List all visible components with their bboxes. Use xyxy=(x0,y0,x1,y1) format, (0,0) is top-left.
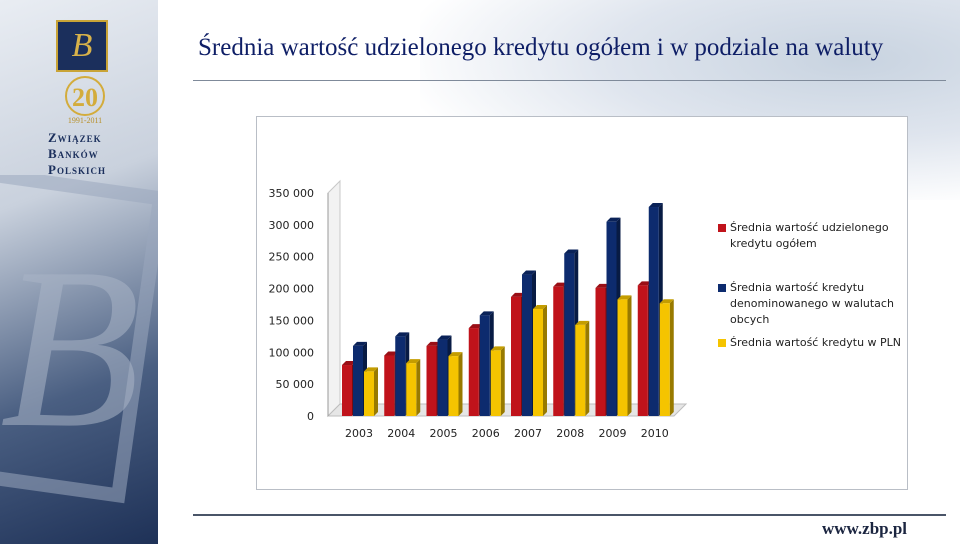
bar-1 xyxy=(595,287,606,416)
bar-side xyxy=(585,320,590,416)
y-tick-label: 100 000 xyxy=(269,346,315,359)
x-tick-label: 2010 xyxy=(641,427,669,440)
bar-top xyxy=(479,311,494,316)
x-tick-label: 2006 xyxy=(472,427,500,440)
bar-top xyxy=(342,361,356,366)
legend-label: Średnia wartość kredytu denominowanego w… xyxy=(730,281,894,326)
bar-top xyxy=(353,341,367,346)
bar-3 xyxy=(575,324,586,416)
y-tick-label: 0 xyxy=(307,410,314,423)
bar-top xyxy=(564,249,579,254)
bar-top xyxy=(437,335,452,340)
y-tick-label: 150 000 xyxy=(269,314,315,327)
zbp-logo: B xyxy=(56,20,108,72)
legend-swatch xyxy=(718,284,726,292)
bar-top xyxy=(533,304,547,309)
bar-2 xyxy=(395,336,406,416)
bar-2 xyxy=(479,315,490,416)
legend-swatch xyxy=(718,339,726,347)
bar-3 xyxy=(659,303,670,416)
bar-top xyxy=(617,295,632,300)
bar-2 xyxy=(606,221,617,416)
y-tick-label: 50 000 xyxy=(276,378,315,391)
bar-side xyxy=(416,359,421,416)
bar-top xyxy=(395,332,410,337)
bar-1 xyxy=(384,355,395,416)
bar-top xyxy=(426,341,441,346)
org-name-line: Polskich xyxy=(48,162,106,177)
bar-top xyxy=(637,281,652,286)
bar-2 xyxy=(522,274,532,416)
title-divider xyxy=(193,80,946,81)
x-tick-label: 2009 xyxy=(599,427,627,440)
bar-1 xyxy=(637,285,648,416)
footer-url: www.zbp.pl xyxy=(822,519,908,538)
bar-2 xyxy=(353,345,363,416)
bar-3 xyxy=(448,356,459,416)
bar-top xyxy=(595,283,610,288)
y-tick-label: 200 000 xyxy=(269,283,315,296)
org-name-line: Związek xyxy=(48,130,102,145)
anniversary-emblem-icon: 20 xyxy=(65,76,105,116)
x-tick-label: 2007 xyxy=(514,427,542,440)
organization-name: Związek Banków Polskich xyxy=(48,130,128,178)
bar-2 xyxy=(564,253,575,416)
y-tick-label: 250 000 xyxy=(269,251,315,264)
bar-1 xyxy=(342,365,352,416)
bar-top xyxy=(659,299,674,304)
y-tick-label: 300 000 xyxy=(269,219,315,232)
anniversary-years: 1991-2011 xyxy=(67,116,103,125)
bar-top xyxy=(522,270,536,275)
slide-title: Średnia wartość udzielonego kredytu ogół… xyxy=(198,34,884,61)
bar-chart: 0 50 000 100 000 150 000 200 000 250 000 300 0… xyxy=(269,179,688,440)
bar-1 xyxy=(468,328,479,416)
legend-label: Średnia wartość kredytu w PLN xyxy=(730,336,902,349)
x-tick-label: 2004 xyxy=(387,427,415,440)
bar-2 xyxy=(437,339,448,416)
decorative-b-watermark: B xyxy=(0,175,158,504)
y-tick-label: 350 000 xyxy=(269,187,315,200)
bar-top xyxy=(468,324,483,329)
legend-label: Średnia wartość udzielonego kredytu ogół… xyxy=(730,221,889,250)
bar-2 xyxy=(648,207,659,416)
bar-top xyxy=(384,351,399,356)
bar-side xyxy=(627,295,632,416)
bar-3 xyxy=(364,371,374,416)
bar-side xyxy=(458,352,463,416)
logo-letter: B xyxy=(71,27,93,64)
x-tick-label: 2008 xyxy=(556,427,584,440)
bar-top xyxy=(575,320,590,325)
bar-side xyxy=(543,304,547,416)
x-tick-label: 2005 xyxy=(430,427,458,440)
bar-top xyxy=(406,359,421,364)
svg-text:B: B xyxy=(0,220,141,475)
sidebar: B B 20 1991-2011 Związek Banków Polskich xyxy=(0,0,158,544)
bar-3 xyxy=(490,350,501,416)
bar-3 xyxy=(533,308,543,416)
bar-top xyxy=(648,203,663,208)
bar-side xyxy=(669,299,674,416)
footer-divider xyxy=(193,514,946,516)
bar-top xyxy=(511,292,525,297)
bar-top xyxy=(553,282,568,287)
bar-3 xyxy=(617,299,628,416)
org-name-line: Banków xyxy=(48,146,99,161)
chart-side-wall xyxy=(327,179,341,418)
chart-floor xyxy=(326,403,688,417)
legend-swatch xyxy=(718,224,726,232)
chart-frame xyxy=(256,116,908,490)
bar-top xyxy=(364,367,378,372)
bar-top xyxy=(448,352,463,357)
bar-side xyxy=(500,346,505,416)
bar-top xyxy=(606,217,621,222)
bar-3 xyxy=(406,363,417,416)
bar-top xyxy=(490,346,505,351)
bar-1 xyxy=(511,296,521,416)
x-tick-label: 2003 xyxy=(345,427,373,440)
anniversary-badge: 20 1991-2011 xyxy=(60,76,110,126)
bar-1 xyxy=(426,345,437,416)
bar-1 xyxy=(553,286,564,416)
bar-side xyxy=(374,367,378,416)
anniversary-number: 20 xyxy=(72,83,98,112)
